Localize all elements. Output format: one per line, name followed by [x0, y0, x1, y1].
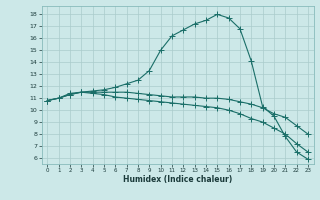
X-axis label: Humidex (Indice chaleur): Humidex (Indice chaleur) [123, 175, 232, 184]
